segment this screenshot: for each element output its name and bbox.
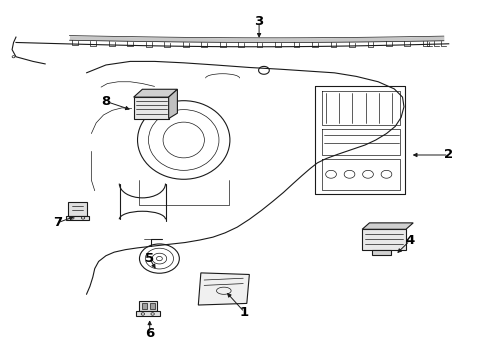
Polygon shape	[362, 229, 405, 250]
Polygon shape	[68, 202, 87, 216]
Text: 3: 3	[254, 14, 263, 27]
Text: 7: 7	[53, 216, 62, 229]
Text: 4: 4	[405, 234, 414, 247]
Polygon shape	[142, 303, 147, 309]
Polygon shape	[371, 250, 390, 255]
Text: 8: 8	[101, 95, 110, 108]
Polygon shape	[135, 311, 160, 316]
Polygon shape	[66, 216, 89, 220]
Text: 2: 2	[443, 148, 452, 162]
Polygon shape	[198, 273, 249, 305]
Polygon shape	[133, 97, 168, 118]
Text: 5: 5	[145, 252, 154, 265]
Polygon shape	[138, 301, 157, 311]
Polygon shape	[150, 303, 155, 309]
Polygon shape	[133, 89, 177, 97]
Text: 1: 1	[240, 306, 248, 319]
Polygon shape	[168, 89, 177, 118]
Polygon shape	[362, 223, 412, 229]
Text: 6: 6	[145, 327, 154, 340]
